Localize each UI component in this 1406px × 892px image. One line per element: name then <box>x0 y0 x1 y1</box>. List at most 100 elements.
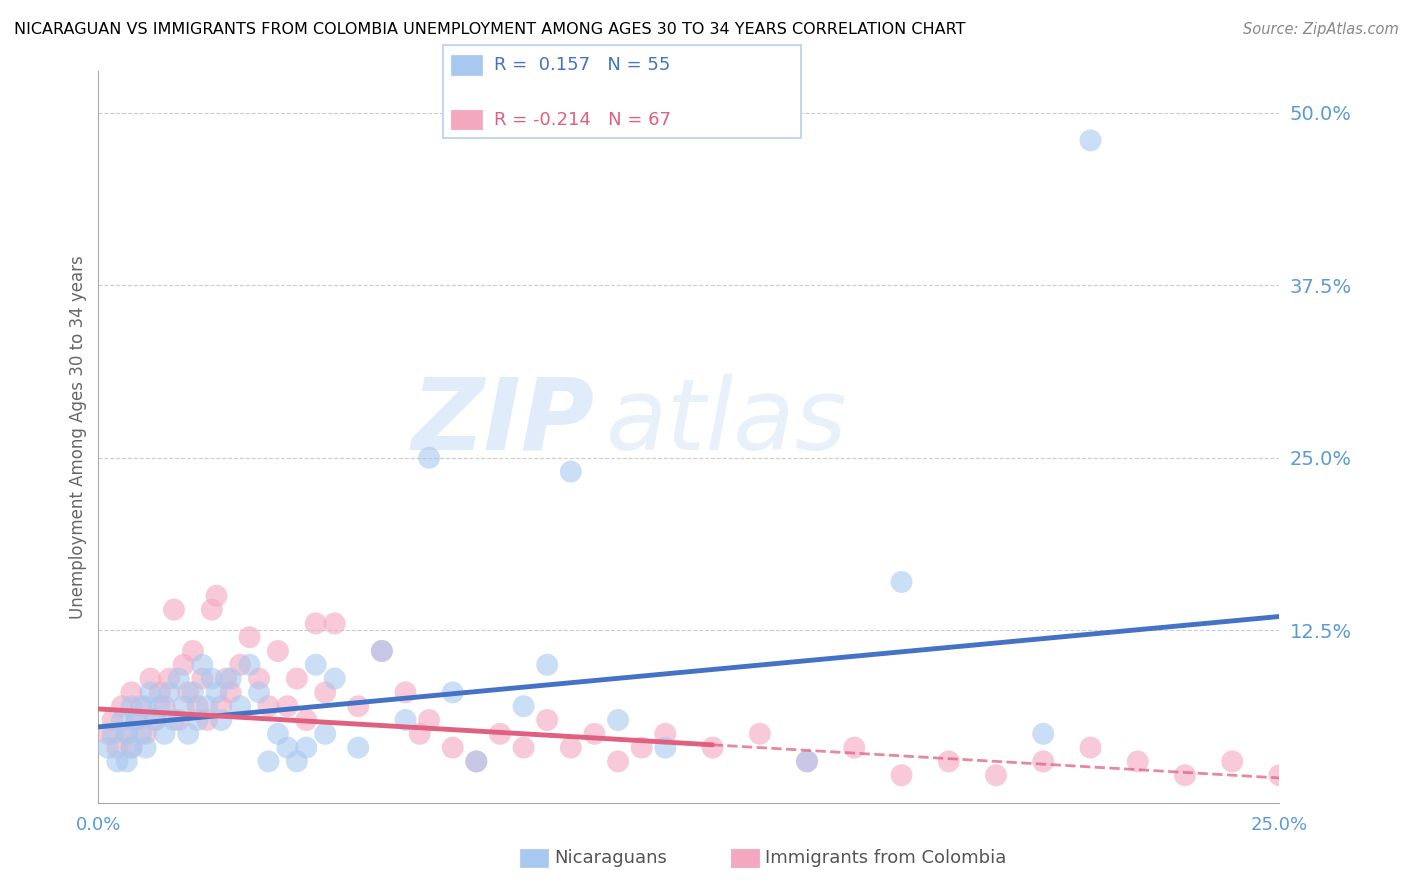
Text: R = -0.214   N = 67: R = -0.214 N = 67 <box>494 111 671 128</box>
Point <box>97 727 120 741</box>
Point <box>257 755 280 769</box>
Point <box>125 713 148 727</box>
Point <box>295 713 318 727</box>
Point <box>163 713 186 727</box>
Point <box>125 713 148 727</box>
Point <box>267 644 290 658</box>
Point <box>115 727 138 741</box>
Point <box>536 713 558 727</box>
Point <box>465 755 488 769</box>
Point <box>394 685 416 699</box>
Point <box>371 644 394 658</box>
Text: R =  0.157   N = 55: R = 0.157 N = 55 <box>494 56 669 74</box>
Point <box>167 672 190 686</box>
Point <box>536 657 558 672</box>
Point <box>276 740 298 755</box>
Point <box>191 672 214 686</box>
Point <box>121 740 143 755</box>
Point <box>257 699 280 714</box>
Point <box>465 755 488 769</box>
Point <box>181 685 204 699</box>
Point <box>984 768 1007 782</box>
Point <box>1220 755 1243 769</box>
Point <box>129 699 152 714</box>
Point <box>844 740 866 755</box>
Point <box>105 740 128 755</box>
Text: atlas: atlas <box>606 374 848 471</box>
Point <box>1080 133 1102 147</box>
Point <box>172 657 194 672</box>
Point <box>796 755 818 769</box>
Point <box>157 672 180 686</box>
Point <box>195 713 218 727</box>
Text: 0.0%: 0.0% <box>76 816 121 834</box>
Point <box>247 672 270 686</box>
Point <box>115 755 138 769</box>
Point <box>172 699 194 714</box>
Text: Nicaraguans: Nicaraguans <box>554 849 666 867</box>
Point <box>441 685 464 699</box>
Point <box>105 755 128 769</box>
Point <box>229 699 252 714</box>
Point <box>285 672 308 686</box>
Point <box>219 672 242 686</box>
Point <box>139 672 162 686</box>
Text: Immigrants from Colombia: Immigrants from Colombia <box>765 849 1007 867</box>
Text: NICARAGUAN VS IMMIGRANTS FROM COLOMBIA UNEMPLOYMENT AMONG AGES 30 TO 34 YEARS CO: NICARAGUAN VS IMMIGRANTS FROM COLOMBIA U… <box>14 22 966 37</box>
Point <box>512 699 534 714</box>
Point <box>418 450 440 465</box>
Point <box>163 602 186 616</box>
Point <box>323 672 346 686</box>
Point <box>305 657 328 672</box>
Point <box>1268 768 1291 782</box>
Point <box>115 727 138 741</box>
Point <box>167 713 190 727</box>
Point <box>702 740 724 755</box>
Point <box>149 685 172 699</box>
Point <box>560 740 582 755</box>
Point <box>153 699 176 714</box>
Point <box>239 630 262 644</box>
Point <box>418 713 440 727</box>
Point <box>748 727 770 741</box>
Point <box>121 685 143 699</box>
Point <box>187 699 209 714</box>
Point <box>111 699 134 714</box>
Point <box>135 740 157 755</box>
Point <box>143 713 166 727</box>
Point <box>121 740 143 755</box>
Point <box>583 727 606 741</box>
Point <box>187 713 209 727</box>
Point <box>654 740 676 755</box>
Text: ZIP: ZIP <box>412 374 595 471</box>
Point <box>209 713 232 727</box>
Point <box>1032 727 1054 741</box>
Point <box>201 602 224 616</box>
Point <box>153 727 176 741</box>
Point <box>796 755 818 769</box>
Point <box>276 699 298 714</box>
Point <box>512 740 534 755</box>
Point <box>1032 755 1054 769</box>
Y-axis label: Unemployment Among Ages 30 to 34 years: Unemployment Among Ages 30 to 34 years <box>69 255 87 619</box>
Point <box>1080 740 1102 755</box>
Point <box>191 657 214 672</box>
Point <box>295 740 318 755</box>
Point <box>938 755 960 769</box>
Point <box>229 657 252 672</box>
Point <box>560 465 582 479</box>
Text: 25.0%: 25.0% <box>1251 816 1308 834</box>
Point <box>314 727 336 741</box>
Point <box>177 727 200 741</box>
Point <box>607 713 630 727</box>
Point <box>101 713 124 727</box>
Point <box>408 727 430 741</box>
Point <box>890 768 912 782</box>
Point <box>347 699 370 714</box>
Text: Source: ZipAtlas.com: Source: ZipAtlas.com <box>1243 22 1399 37</box>
Point <box>111 713 134 727</box>
Point <box>1174 768 1197 782</box>
Point <box>890 574 912 589</box>
Point <box>630 740 652 755</box>
Point <box>149 699 172 714</box>
